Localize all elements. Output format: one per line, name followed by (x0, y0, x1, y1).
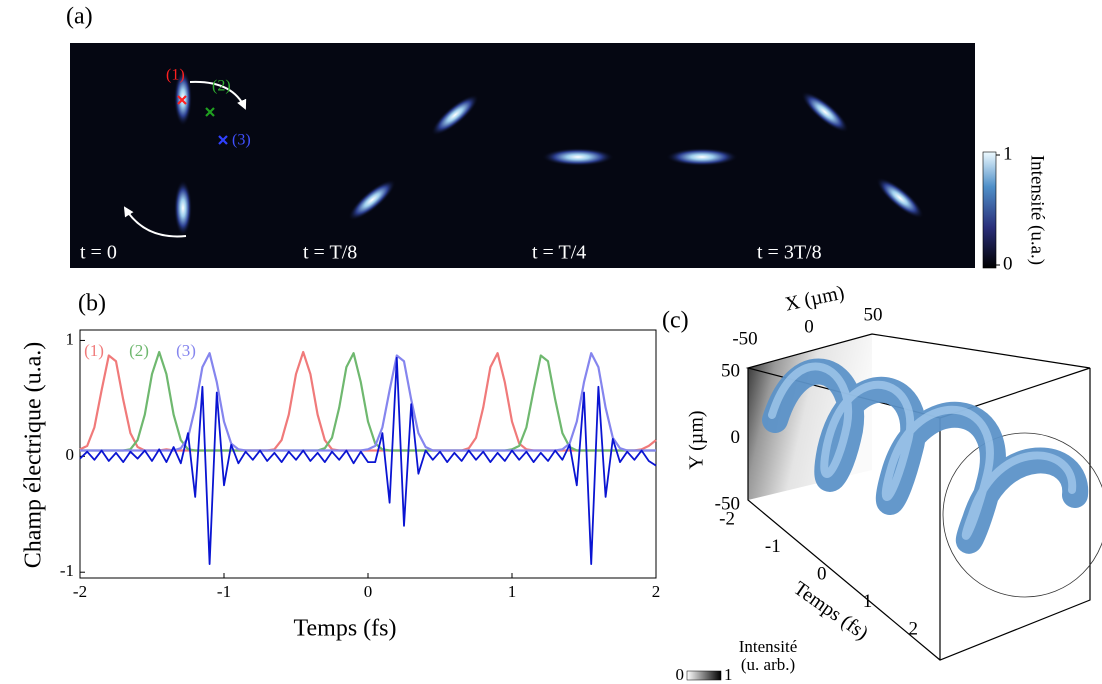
colorbar-tick-label: 1 (1003, 143, 1013, 164)
tick-label: 0 (817, 563, 827, 584)
tick-label: -50 (715, 493, 740, 514)
frame-label: t = 3T/8 (757, 242, 822, 264)
rotation-arrow (189, 80, 247, 110)
series-label: (3) (176, 341, 196, 360)
colorbar (982, 151, 997, 269)
y-axis-label: Y (µm) (686, 410, 708, 469)
intensity-lobe (801, 91, 849, 133)
frame-label: t = T/8 (303, 242, 357, 264)
series-line (79, 356, 657, 565)
panel-label: (c) (662, 308, 689, 334)
series-label: (2) (129, 341, 149, 360)
frame-label: t = T/4 (532, 242, 586, 264)
series-line (80, 352, 656, 452)
x-tick-label: 1 (508, 582, 517, 601)
y-tick-label: -1 (60, 561, 74, 580)
colorbar-label: Intensité (739, 637, 798, 656)
x-tick-label: -1 (217, 582, 231, 601)
panel-label: (b) (78, 291, 106, 317)
frame-label: t = 0 (80, 242, 117, 264)
y-axis-label: Champ électrique (u.a.) (21, 342, 47, 569)
x-axis-label: X (µm) (783, 282, 846, 316)
helix-highlight (768, 362, 1077, 540)
intensity-lobe (174, 180, 192, 236)
tick-label: -1 (765, 536, 781, 557)
panel-label: (a) (66, 4, 93, 30)
tick-label: -50 (732, 328, 757, 349)
panel-c: (c) X (µm) Y (µm) Temps (fs) Intensité (… (662, 282, 1102, 684)
y-tick-label: 1 (66, 329, 75, 348)
marker-label: (1) (166, 67, 185, 84)
series-line (79, 350, 657, 452)
intensity-lobe (876, 177, 924, 219)
colorbar (686, 670, 722, 681)
tick-label: 0 (804, 316, 814, 337)
marker-label: (2) (212, 78, 231, 95)
colorbar-label: Intensité (u.a.) (1027, 155, 1048, 265)
x-axis-label: Temps (fs) (294, 616, 397, 642)
tick-label: 50 (721, 360, 740, 381)
colorbar-label: (u. arb.) (741, 655, 795, 674)
colorbar-tick-label: 1 (724, 665, 733, 684)
intensity-lobe (542, 148, 614, 166)
intensity-lobe (348, 179, 396, 221)
colorbar-tick-label: 0 (1003, 253, 1013, 274)
marker-label: (3) (232, 132, 251, 149)
x-tick-label: -2 (73, 582, 87, 601)
colorbar-tick-label: 0 (676, 665, 685, 684)
x-tick-label: 2 (652, 582, 661, 601)
series-label: (1) (84, 341, 104, 360)
marker-cross (177, 95, 187, 105)
tick-label: 2 (909, 618, 919, 639)
series-line (80, 350, 656, 452)
panel-a: (a) (1) (2) (3) t = 0 t = T/8 t = T/4 t … (66, 4, 1048, 275)
intensity-lobe (666, 148, 738, 166)
projection-circle (942, 432, 1102, 598)
marker-cross (218, 135, 228, 145)
marker-cross (205, 107, 215, 117)
t-axis-label: Temps (fs) (789, 577, 872, 644)
panel-b: (b) Temps (fs) Champ électrique (u.a.) -… (21, 291, 661, 642)
x-tick-label: 0 (364, 582, 373, 601)
plot-frame (79, 329, 657, 579)
y-tick-label: 0 (66, 445, 75, 464)
rotation-arrow (123, 206, 187, 238)
tick-label: 0 (731, 427, 741, 448)
tick-label: 1 (863, 591, 873, 612)
intensity-image (70, 43, 975, 268)
intensity-lobe (431, 94, 479, 136)
tick-label: -2 (719, 508, 735, 529)
tick-label: 50 (864, 304, 883, 325)
